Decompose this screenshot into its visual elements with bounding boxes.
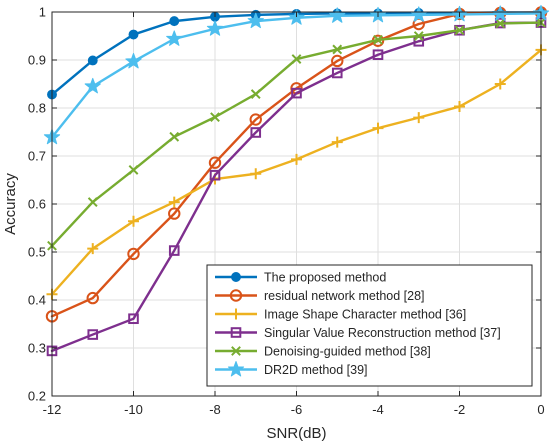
y-tick-label: 0.8 — [28, 101, 46, 116]
data-point — [331, 67, 343, 79]
data-point — [372, 49, 384, 61]
y-tick-label: 1 — [39, 5, 46, 20]
legend-entry: DR2D method [39] — [215, 361, 368, 377]
legend-label: Singular Value Reconstruction method [37… — [264, 326, 501, 340]
x-tick-label: -6 — [291, 402, 303, 417]
data-point — [249, 113, 262, 126]
data-point — [128, 165, 139, 175]
data-point — [168, 196, 180, 208]
data-point — [413, 112, 425, 124]
y-tick-label: 0.4 — [28, 293, 46, 308]
x-tick-label: -2 — [454, 402, 466, 417]
data-point — [291, 153, 302, 165]
y-tick-label: 0.9 — [28, 53, 46, 68]
data-point — [87, 243, 99, 255]
data-point — [331, 54, 344, 68]
data-point — [125, 52, 142, 69]
data-point — [250, 127, 262, 138]
x-tick-label: -4 — [372, 402, 384, 417]
legend-marker — [231, 346, 241, 356]
legend-entry: The proposed method — [215, 271, 386, 285]
legend-label: Denoising-guided method [38] — [264, 345, 431, 359]
data-point — [372, 122, 384, 134]
data-point — [206, 20, 224, 36]
data-point — [291, 87, 302, 99]
data-point — [209, 169, 221, 181]
legend-entry: Image Shape Character method [36] — [215, 308, 466, 322]
tick-layer: -12 -10 -8 -6 -4 -2 0 0.2 0.3 0.4 0.5 0.6 0.7 0.8 0.9 1 — [28, 5, 545, 418]
legend-marker — [231, 272, 241, 282]
legend-entry: residual network method [28] — [215, 289, 425, 303]
data-point — [373, 34, 383, 45]
x-tick-label: 0 — [537, 402, 544, 417]
y-tick-label: 0.2 — [28, 389, 46, 404]
data-point — [329, 7, 346, 23]
data-point — [247, 12, 264, 29]
x-tick-label: -12 — [43, 402, 62, 417]
y-tick-label: 0.6 — [28, 197, 46, 212]
data-point — [87, 55, 98, 66]
legend-marker — [227, 361, 245, 377]
legend-marker — [229, 289, 243, 302]
data-point — [250, 89, 261, 99]
data-point — [413, 31, 424, 41]
y-tick-label: 0.5 — [28, 245, 46, 260]
data-point — [128, 215, 139, 227]
legend-box — [206, 264, 533, 387]
legend-marker — [230, 327, 242, 338]
data-point — [495, 18, 506, 29]
x-tick-label: -8 — [209, 402, 221, 417]
data-point — [168, 207, 181, 220]
legend-label: The proposed method — [264, 271, 386, 285]
y-axis-title: Accuracy — [2, 173, 19, 235]
data-point — [86, 291, 99, 305]
data-point — [250, 168, 262, 180]
data-point — [210, 112, 220, 123]
data-point — [166, 30, 183, 46]
data-point — [87, 329, 99, 340]
data-point — [454, 25, 465, 36]
data-point — [169, 131, 180, 142]
data-point — [412, 17, 425, 31]
legend-label: residual network method [28] — [264, 289, 425, 303]
data-point — [169, 16, 180, 27]
data-point — [128, 313, 139, 325]
x-tick-label: -10 — [124, 402, 143, 417]
y-tick-label: 0.3 — [28, 341, 46, 356]
data-point — [84, 77, 101, 94]
data-point — [331, 136, 343, 148]
data-point — [332, 44, 343, 55]
legend-entry: Denoising-guided method [38] — [215, 345, 431, 359]
series-5 — [47, 17, 546, 251]
data-point — [87, 197, 98, 207]
legend-marker — [230, 308, 242, 320]
x-axis-title: SNR(dB) — [266, 425, 326, 442]
data-point — [208, 156, 222, 169]
data-point — [291, 54, 302, 64]
data-point — [492, 5, 509, 21]
legend-entry: Singular Value Reconstruction method [37… — [215, 326, 501, 340]
y-tick-label: 0.7 — [28, 149, 46, 164]
data-point — [127, 247, 140, 261]
data-point — [128, 29, 139, 40]
legend-label: DR2D method [39] — [264, 363, 368, 377]
data-point — [454, 101, 465, 113]
data-point — [168, 245, 180, 256]
legend: The proposed method residual network meth… — [206, 264, 533, 387]
data-point — [494, 78, 506, 90]
legend-label: Image Shape Character method [36] — [264, 308, 466, 322]
